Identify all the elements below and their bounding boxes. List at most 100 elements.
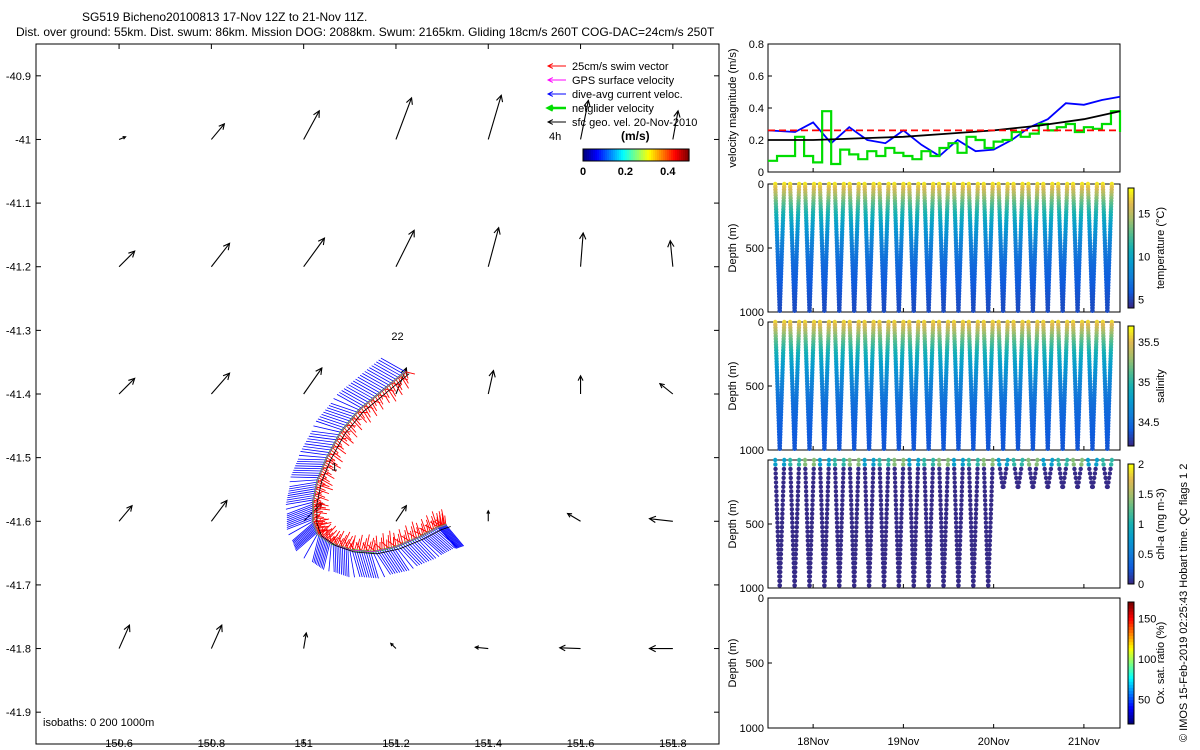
swim-vector xyxy=(356,538,361,551)
temperature-sample xyxy=(852,308,857,313)
salinity-colorbar-frame xyxy=(1127,325,1135,447)
colorbar-tick-label: 0.2 xyxy=(618,166,633,178)
salinity-colorbar-cell xyxy=(1128,329,1134,333)
dac-vector xyxy=(433,529,455,549)
map-y-tick-label: -41.5 xyxy=(6,453,31,465)
dac-vector xyxy=(397,545,418,567)
gps-track-line xyxy=(312,371,447,553)
velocity-y-tick-label: 0.2 xyxy=(749,135,764,147)
salinity-colorbar-cell xyxy=(1128,401,1134,405)
colorbar-cell xyxy=(593,149,596,161)
temperature-colorbar-cell xyxy=(1128,281,1134,285)
salinity-y-tick-label: 500 xyxy=(746,381,764,393)
colorbar-tick-label: 0.4 xyxy=(660,166,676,178)
chla-sample xyxy=(781,480,786,485)
swim-vector xyxy=(398,529,404,544)
dac-vector xyxy=(340,546,342,575)
dac-vector xyxy=(369,367,394,382)
swim-vector xyxy=(370,537,375,552)
temperature-dots xyxy=(773,181,1115,313)
dac-vector xyxy=(343,388,369,403)
salinity-colorbar-cell xyxy=(1128,416,1134,420)
dac-vector xyxy=(342,547,344,576)
geo-vector xyxy=(118,250,136,268)
salinity-colorbar-cell xyxy=(1128,356,1134,360)
legend-arrow-head xyxy=(546,63,554,69)
swim-vector xyxy=(347,543,353,550)
map-annotation: 22 xyxy=(391,331,403,343)
dac-vector xyxy=(328,543,332,572)
swim-vector xyxy=(413,530,423,536)
dac-vector xyxy=(422,534,444,555)
salinity-colorbar-cell xyxy=(1128,389,1134,393)
legend-label: netglider velocity xyxy=(572,103,654,115)
swim-vector xyxy=(343,538,350,549)
dac-vector xyxy=(334,544,337,573)
swim-vector xyxy=(407,532,417,539)
geo-vector-shaft xyxy=(487,95,502,140)
dac-vector xyxy=(377,550,394,575)
geo-vector-head xyxy=(673,109,681,118)
salinity-colorbar-cell xyxy=(1128,392,1134,396)
geo-vector-shaft xyxy=(395,97,413,140)
salinity-sample xyxy=(941,446,946,451)
salinity-sample xyxy=(881,446,887,451)
dac-vector xyxy=(336,545,339,574)
dac-vector xyxy=(323,542,331,570)
geo-vector xyxy=(395,229,415,267)
swim-vector xyxy=(363,405,371,418)
geo-vector-shaft xyxy=(580,232,584,267)
dac-vector xyxy=(311,534,320,563)
dac-vector xyxy=(293,526,316,545)
dac-vector xyxy=(286,515,314,526)
geo-vector-shaft xyxy=(669,240,674,267)
swim-vector xyxy=(315,525,326,529)
chla-sample xyxy=(782,457,787,463)
dac-vector xyxy=(414,538,434,560)
map-y-tick-label: -41.2 xyxy=(6,262,31,274)
swim-vector xyxy=(342,531,351,548)
geo-vector-head xyxy=(648,644,656,653)
map-y-tick-label: -40.9 xyxy=(6,71,31,83)
dac-vector xyxy=(307,438,336,443)
dac-vector xyxy=(291,474,320,476)
geo-vector xyxy=(648,515,673,523)
geo-vector-head xyxy=(566,512,573,518)
legend-label: dive-avg current veloc. xyxy=(572,89,683,101)
map-x-tick-label: 151.6 xyxy=(567,738,595,750)
colorbar-cell xyxy=(681,149,684,161)
swim-vector xyxy=(374,396,384,410)
dac-vector xyxy=(292,522,314,542)
colorbar-cell xyxy=(619,149,622,161)
temperature-colorbar-tick-label: 15 xyxy=(1138,209,1150,221)
temperature-sample xyxy=(1030,308,1036,313)
temperature-colorbar-cell xyxy=(1128,230,1134,234)
colorbar-tick-label: 0 xyxy=(580,166,586,178)
dac-vector xyxy=(353,380,378,395)
map-annotations: 221 xyxy=(331,331,403,473)
geo-vector-head xyxy=(126,504,133,512)
swim-vector xyxy=(367,402,378,417)
dac-vector xyxy=(378,359,404,374)
temperature-sample xyxy=(1105,308,1110,313)
swim-vector xyxy=(331,447,339,454)
salinity-sample xyxy=(852,446,857,451)
dac-vector xyxy=(332,544,335,573)
dac-vector xyxy=(345,548,348,577)
geo-vector-head xyxy=(486,509,491,514)
swim-vector xyxy=(329,452,343,463)
geo-vector xyxy=(486,509,491,522)
dac-vector xyxy=(358,550,368,578)
dac-vector xyxy=(325,409,352,420)
salinity-colorbar-cell xyxy=(1128,404,1134,408)
dac-vector xyxy=(286,495,315,501)
geo-vector xyxy=(487,226,501,267)
dac-vector xyxy=(311,430,340,436)
dac-vector xyxy=(293,527,316,547)
swim-vector xyxy=(431,515,437,529)
temperature-sample xyxy=(956,308,961,313)
geo-vector-head xyxy=(577,374,584,381)
legend-arrow-head xyxy=(546,77,554,83)
dac-vector xyxy=(308,435,337,441)
